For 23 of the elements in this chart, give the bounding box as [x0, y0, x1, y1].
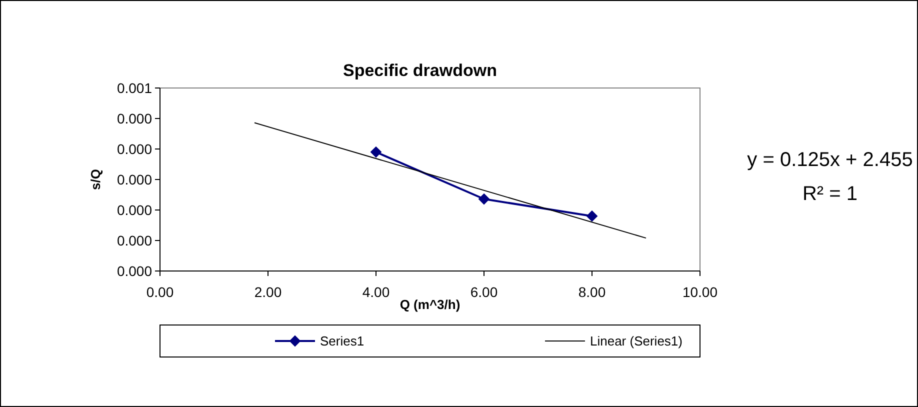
text: y = 0.125x + 2.455 — [747, 149, 913, 171]
point — [370, 146, 382, 158]
x-tick-label: 6.00 — [470, 284, 498, 300]
chart-title: Specific drawdown — [343, 61, 497, 80]
y-tick-label: 0.000 — [116, 262, 152, 279]
y-tick-label: 0.000 — [116, 232, 152, 248]
text: R² = 1 — [802, 183, 858, 205]
y-tick-label: 0.000 — [116, 140, 152, 157]
y-tick-label: 0.001 — [116, 80, 152, 96]
y-axis-title: s/Q — [88, 169, 103, 190]
point — [586, 210, 598, 222]
x-tick-label: 0.00 — [146, 284, 174, 300]
x-axis-title: Q (m^3/h) — [400, 297, 460, 312]
y-tick-label: 0.000 — [116, 110, 152, 126]
point — [478, 194, 490, 205]
legend-label: Linear (Series1) — [590, 334, 682, 349]
x-tick-label: 8.00 — [578, 284, 606, 300]
y-tick-label: 0.000 — [116, 171, 152, 188]
x-tick-label: 2.00 — [254, 284, 282, 300]
x-tick-label: 4.00 — [362, 284, 390, 300]
y-tick-label: 0.000 — [116, 202, 152, 218]
x-tick-label: 10.00 — [682, 284, 718, 300]
legend-label: Series1 — [320, 334, 364, 349]
